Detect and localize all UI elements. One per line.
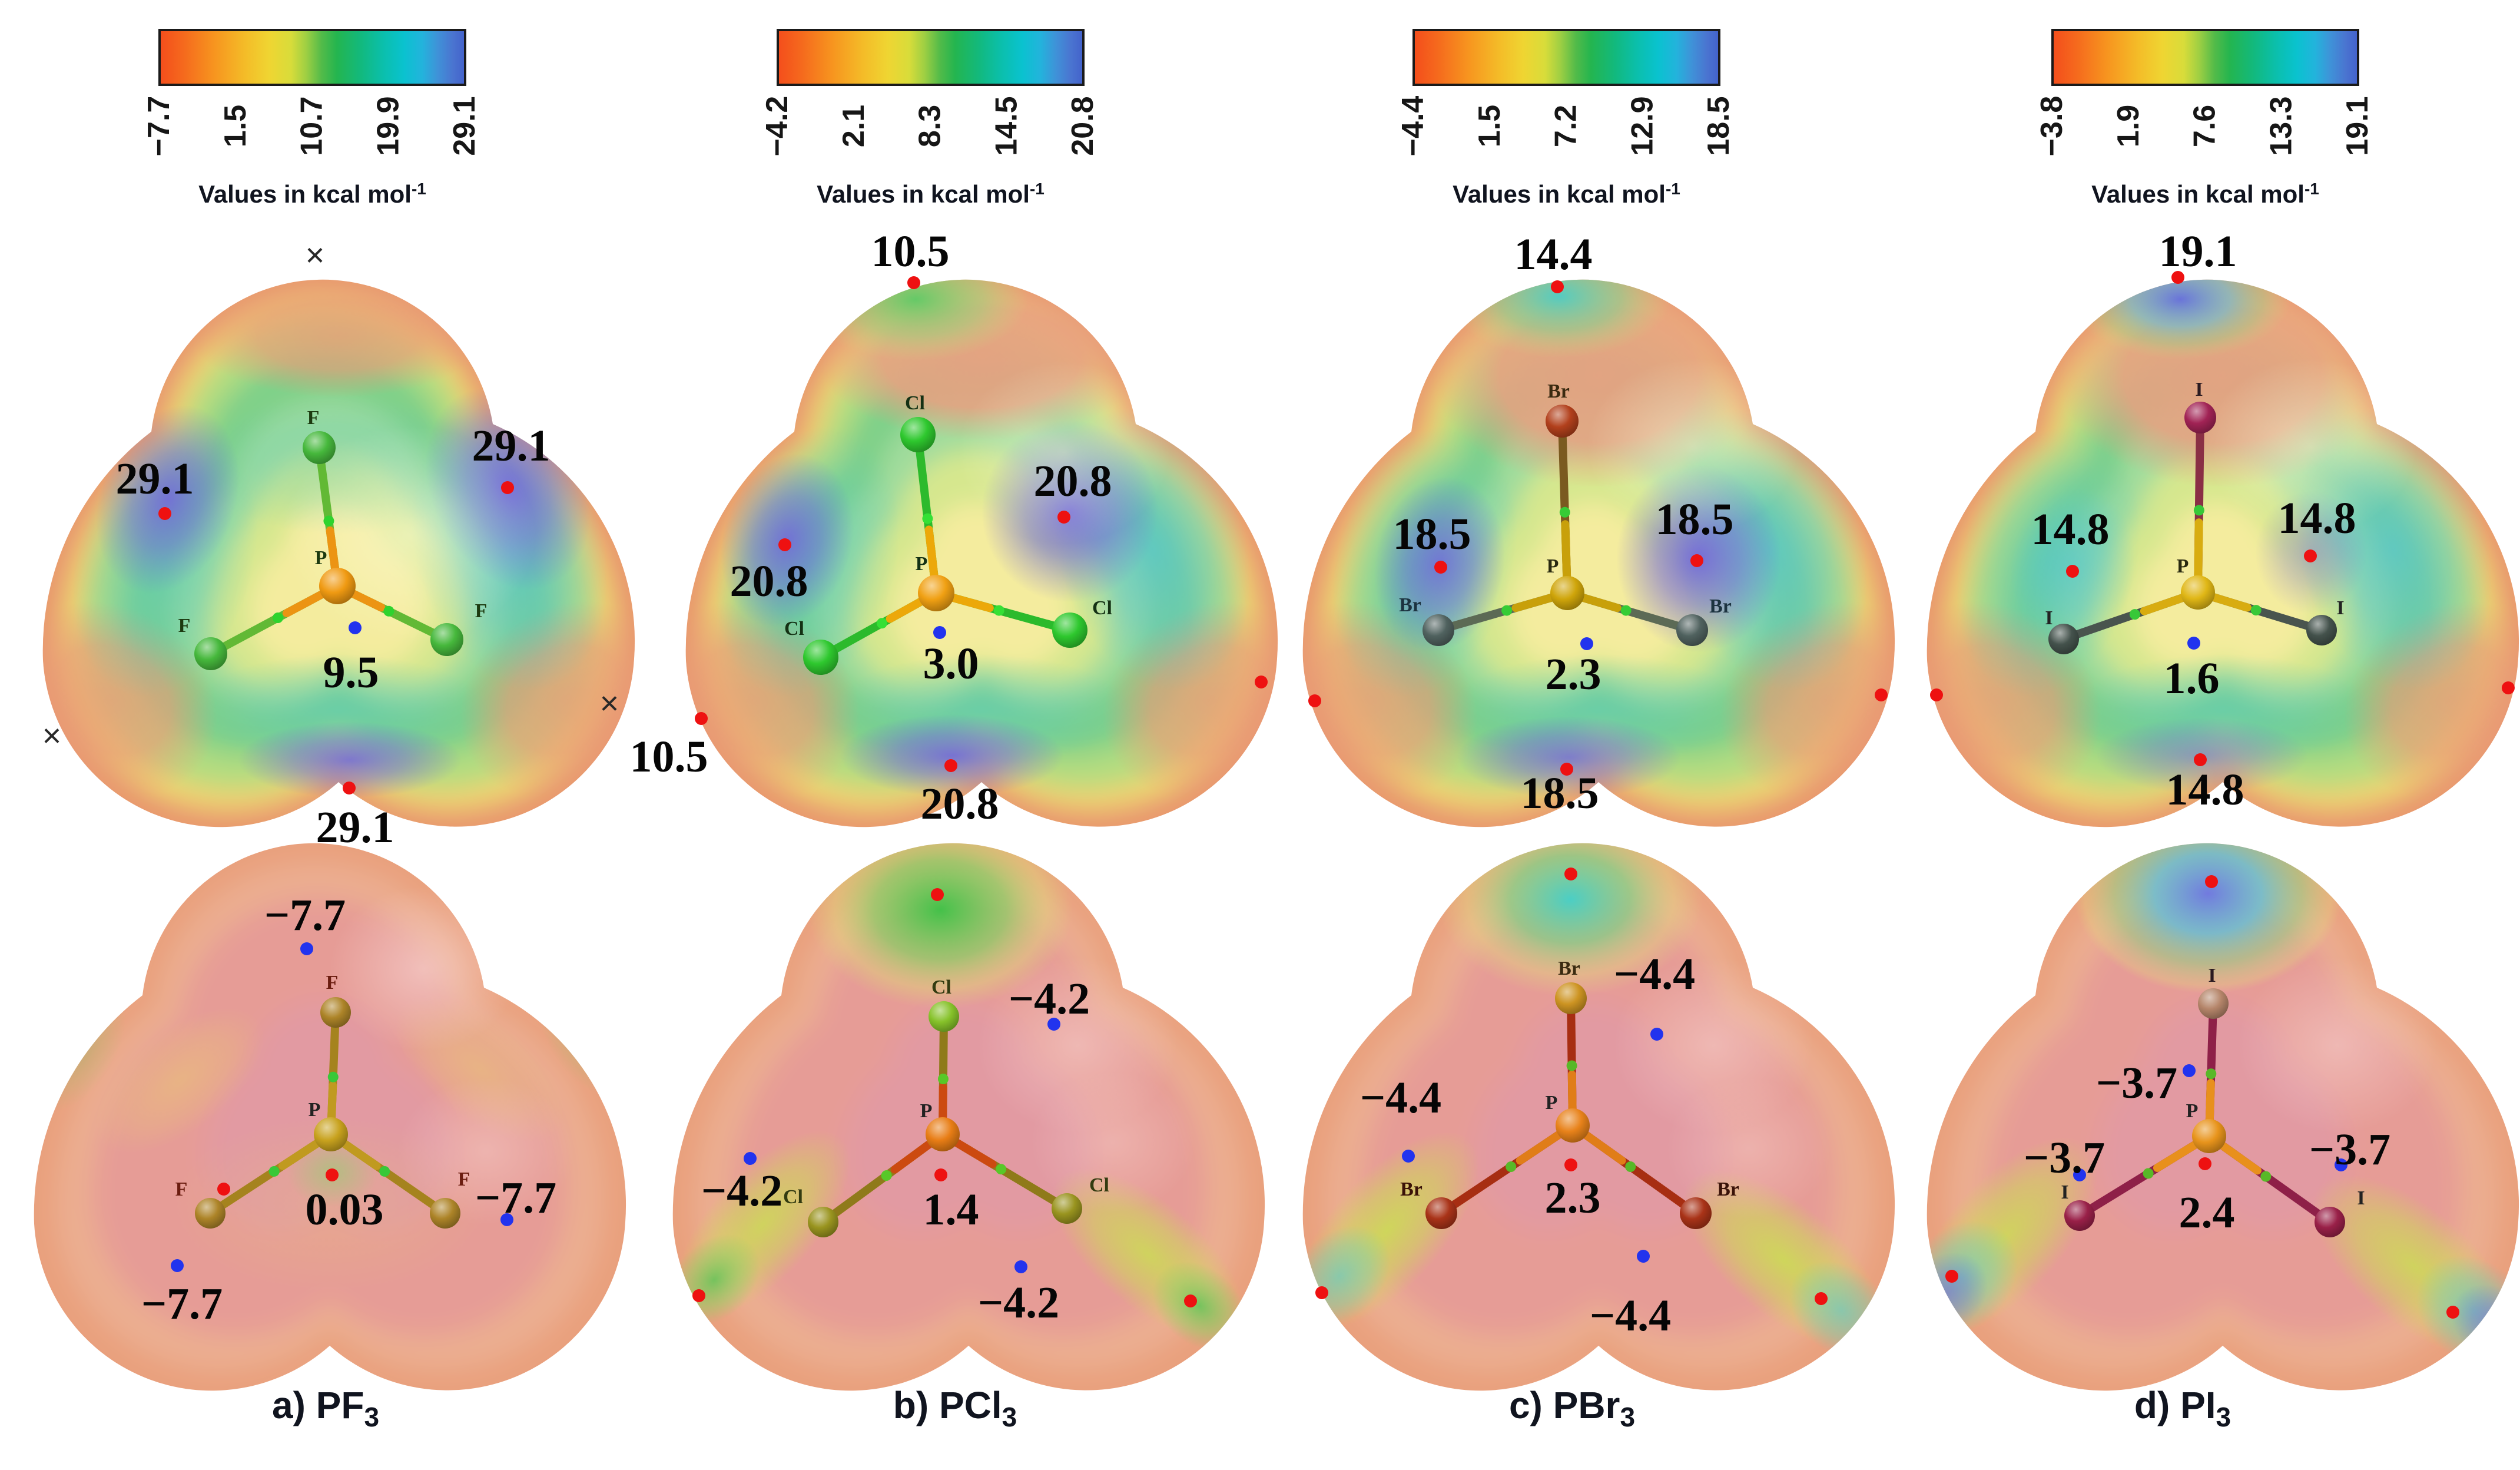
svg-text:18.5: 18.5: [1521, 769, 1599, 818]
svg-text:×: ×: [306, 236, 325, 273]
svg-text:Cl: Cl: [905, 392, 925, 414]
svg-text:I: I: [2045, 607, 2053, 629]
svg-text:19.1: 19.1: [2340, 96, 2375, 155]
svg-text:−7.7: −7.7: [475, 1173, 556, 1223]
svg-text:F: F: [458, 1168, 470, 1190]
svg-text:Br: Br: [1709, 595, 1732, 617]
svg-text:c) PBr3: c) PBr3: [1509, 1384, 1635, 1432]
svg-text:Cl: Cl: [1092, 597, 1112, 619]
svg-text:2.1: 2.1: [837, 105, 871, 147]
svg-text:Br: Br: [1399, 594, 1421, 616]
svg-text:a) PF3: a) PF3: [272, 1384, 379, 1432]
svg-text:18.5: 18.5: [1702, 96, 1736, 155]
svg-text:20.8: 20.8: [730, 557, 808, 606]
svg-text:−4.2: −4.2: [701, 1166, 782, 1216]
svg-text:20.8: 20.8: [1034, 456, 1112, 506]
svg-text:F: F: [475, 600, 488, 622]
svg-text:P: P: [309, 1099, 321, 1121]
svg-text:d) PI3: d) PI3: [2134, 1384, 2231, 1432]
svg-text:Cl: Cl: [784, 618, 804, 640]
svg-text:1.5: 1.5: [1473, 105, 1507, 147]
svg-text:P: P: [1547, 555, 1559, 577]
svg-text:Cl: Cl: [1089, 1174, 1109, 1196]
svg-text:7.2: 7.2: [1549, 105, 1583, 147]
svg-text:2.3: 2.3: [1546, 650, 1601, 699]
svg-text:−4.4: −4.4: [1360, 1073, 1441, 1123]
svg-text:P: P: [916, 553, 928, 575]
svg-text:2.4: 2.4: [2179, 1188, 2235, 1237]
svg-text:−3.7: −3.7: [2096, 1058, 2177, 1108]
svg-text:F: F: [178, 615, 191, 637]
svg-text:29.1: 29.1: [472, 421, 551, 471]
svg-text:P: P: [1546, 1092, 1558, 1114]
svg-text:Values in kcal mol-1: Values in kcal mol-1: [2091, 180, 2319, 208]
svg-text:1.9: 1.9: [2111, 105, 2146, 147]
svg-text:−4.2: −4.2: [978, 1278, 1059, 1327]
svg-text:Br: Br: [1547, 380, 1570, 402]
svg-text:14.4: 14.4: [1514, 230, 1593, 279]
svg-text:7.6: 7.6: [2188, 105, 2222, 147]
svg-text:14.8: 14.8: [2278, 494, 2356, 543]
svg-text:Br: Br: [1400, 1178, 1423, 1200]
svg-text:13.3: 13.3: [2264, 96, 2298, 155]
svg-text:I: I: [2195, 379, 2203, 400]
svg-text:P: P: [2186, 1100, 2199, 1122]
svg-text:F: F: [326, 972, 339, 994]
svg-text:29.1: 29.1: [116, 454, 194, 504]
svg-text:1.4: 1.4: [923, 1185, 979, 1234]
svg-text:0.03: 0.03: [306, 1185, 384, 1234]
svg-text:×: ×: [600, 684, 619, 721]
svg-text:10.5: 10.5: [630, 732, 708, 782]
svg-text:−3.7: −3.7: [2024, 1133, 2105, 1183]
svg-text:9.5: 9.5: [323, 648, 379, 697]
svg-text:P: P: [315, 547, 327, 569]
svg-text:Values in kcal mol-1: Values in kcal mol-1: [1453, 180, 1680, 208]
svg-text:−7.7: −7.7: [141, 1279, 223, 1329]
svg-text:8.3: 8.3: [913, 105, 947, 147]
svg-text:I: I: [2208, 965, 2216, 986]
svg-text:−7.7: −7.7: [264, 890, 346, 940]
svg-text:Br: Br: [1717, 1178, 1739, 1200]
svg-text:−3.8: −3.8: [2035, 96, 2069, 157]
svg-text:2.3: 2.3: [1545, 1173, 1601, 1223]
svg-text:×: ×: [42, 717, 62, 754]
svg-text:−4.2: −4.2: [1009, 974, 1090, 1024]
svg-text:1.6: 1.6: [2164, 654, 2220, 703]
svg-text:F: F: [175, 1178, 188, 1200]
svg-text:20.8: 20.8: [921, 779, 999, 829]
svg-text:Values in kcal mol-1: Values in kcal mol-1: [817, 180, 1045, 208]
svg-text:Values in kcal mol-1: Values in kcal mol-1: [198, 180, 426, 208]
svg-text:1.5: 1.5: [218, 105, 253, 147]
svg-text:18.5: 18.5: [1656, 495, 1734, 544]
svg-text:19.9: 19.9: [371, 96, 405, 155]
svg-text:29.1: 29.1: [447, 96, 482, 155]
svg-text:P: P: [2177, 555, 2189, 577]
svg-text:14.5: 14.5: [989, 96, 1023, 155]
svg-text:I: I: [2357, 1187, 2365, 1209]
svg-text:19.1: 19.1: [2159, 227, 2237, 276]
svg-text:−3.7: −3.7: [2309, 1125, 2390, 1174]
svg-text:Br: Br: [1558, 958, 1580, 979]
svg-text:12.9: 12.9: [1625, 96, 1659, 155]
svg-text:3.0: 3.0: [923, 639, 979, 688]
svg-text:Cl: Cl: [931, 976, 951, 998]
svg-text:I: I: [2061, 1181, 2068, 1203]
svg-text:10.7: 10.7: [295, 96, 329, 155]
svg-text:−4.4: −4.4: [1590, 1291, 1671, 1340]
svg-text:−7.7: −7.7: [142, 96, 176, 157]
svg-text:14.8: 14.8: [2031, 505, 2110, 554]
svg-text:P: P: [920, 1100, 933, 1122]
svg-text:I: I: [2336, 597, 2344, 619]
svg-text:−4.2: −4.2: [760, 96, 794, 157]
svg-text:b) PCl3: b) PCl3: [893, 1384, 1017, 1432]
svg-text:14.8: 14.8: [2166, 765, 2244, 815]
svg-text:−4.4: −4.4: [1614, 949, 1695, 999]
svg-text:−4.4: −4.4: [1396, 96, 1430, 157]
svg-text:10.5: 10.5: [871, 227, 950, 276]
svg-text:F: F: [307, 407, 320, 429]
svg-text:20.8: 20.8: [1066, 96, 1100, 155]
svg-text:18.5: 18.5: [1393, 509, 1471, 559]
svg-text:Cl: Cl: [783, 1186, 803, 1208]
